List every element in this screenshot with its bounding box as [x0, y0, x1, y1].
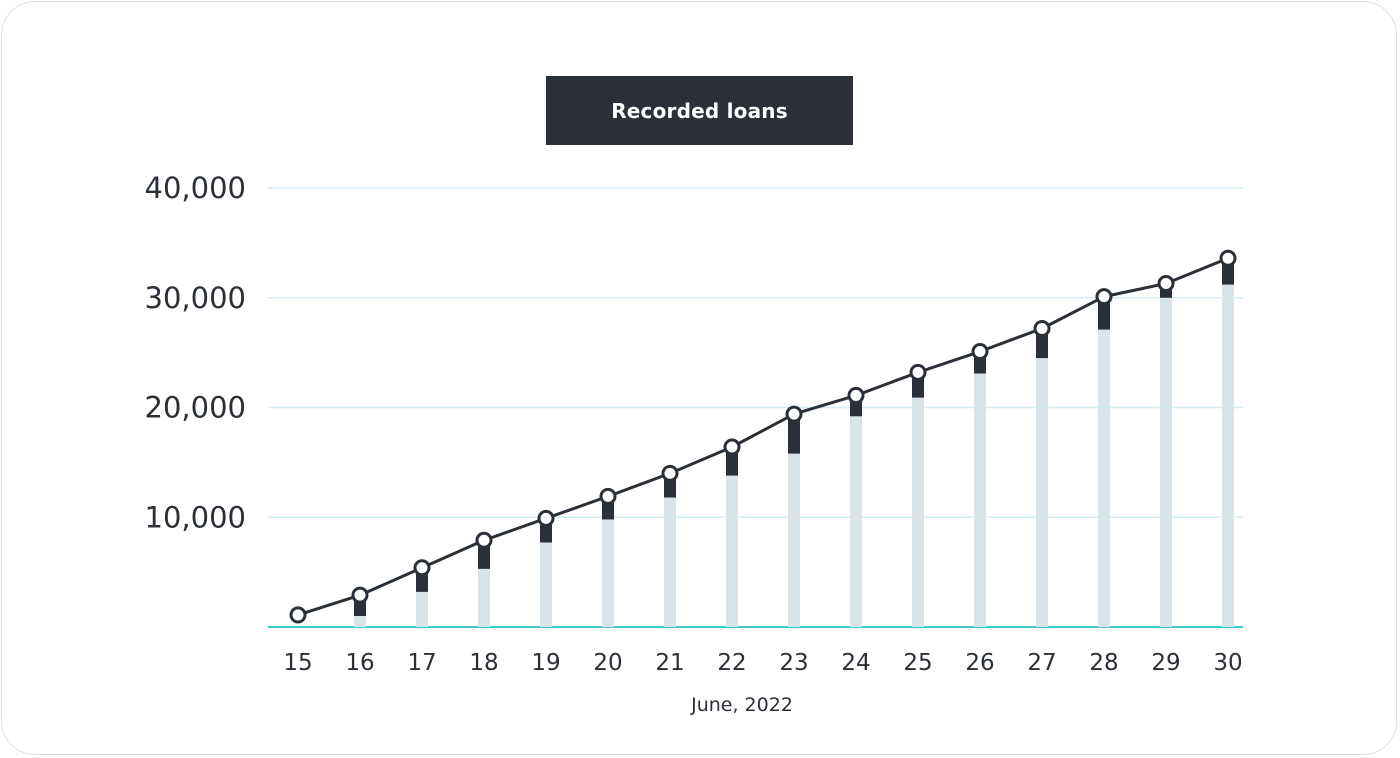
bar-base [416, 591, 428, 627]
x-tick-label: 18 [469, 650, 498, 676]
x-tick-label: 22 [717, 650, 746, 676]
x-tick-label: 20 [593, 650, 622, 676]
bar-base [788, 453, 800, 627]
x-axis-label: June, 2022 [690, 694, 793, 716]
line-point [1095, 288, 1113, 306]
x-tick-label: 24 [841, 650, 870, 676]
bar-base [912, 397, 924, 627]
y-tick-label: 30,000 [145, 281, 246, 315]
line-point [537, 509, 555, 527]
x-tick-label: 30 [1213, 650, 1242, 676]
bar-increment [1098, 296, 1110, 330]
marker-layer [289, 249, 1237, 624]
line-point [723, 438, 741, 456]
bar-increment [788, 414, 800, 454]
x-tick-label: 25 [903, 650, 932, 676]
x-tick-label: 21 [655, 650, 684, 676]
line-layer [297, 256, 1229, 617]
bar-base [1098, 329, 1110, 627]
line-point [909, 363, 927, 381]
x-tick-label: 23 [779, 650, 808, 676]
bar-base [1160, 297, 1172, 627]
x-tick-label: 27 [1027, 650, 1056, 676]
line-point [847, 386, 865, 404]
tick-layer: 10,000 20,000 30,000 40,000 15 16 17 18 19 20 21 22… [145, 171, 1243, 676]
cumulative-line [297, 256, 1229, 617]
line-point [1219, 249, 1237, 267]
line-point [971, 343, 989, 361]
x-tick-label: 26 [965, 650, 994, 676]
bar-base [1222, 284, 1234, 627]
x-tick-label: 15 [283, 650, 312, 676]
bar-base [354, 616, 366, 627]
x-tick-label: 28 [1089, 650, 1118, 676]
bar-base [664, 497, 676, 627]
grid-layer [268, 187, 1243, 628]
bar-base [1036, 358, 1048, 627]
line-point [413, 559, 431, 577]
y-tick-label: 20,000 [145, 391, 246, 425]
line-point [1033, 319, 1051, 337]
line-point [475, 531, 493, 549]
bar-base [850, 416, 862, 627]
line-point [599, 487, 617, 505]
chart-title: Recorded loans [546, 76, 853, 145]
line-point [1157, 274, 1175, 292]
line-point [351, 586, 369, 604]
y-tick-label: 40,000 [145, 171, 246, 205]
x-tick-label: 17 [407, 650, 436, 676]
bar-base [478, 568, 490, 627]
line-point [289, 606, 307, 624]
x-tick-label: 19 [531, 650, 560, 676]
bar-base [540, 542, 552, 627]
bar-base [974, 373, 986, 627]
bar-layer [354, 258, 1234, 627]
bar-base [602, 519, 614, 627]
line-point [661, 464, 679, 482]
x-tick-label: 16 [345, 650, 374, 676]
x-tick-label: 29 [1151, 650, 1180, 676]
line-point [785, 405, 803, 423]
y-tick-label: 10,000 [145, 500, 246, 534]
bar-base [726, 475, 738, 627]
